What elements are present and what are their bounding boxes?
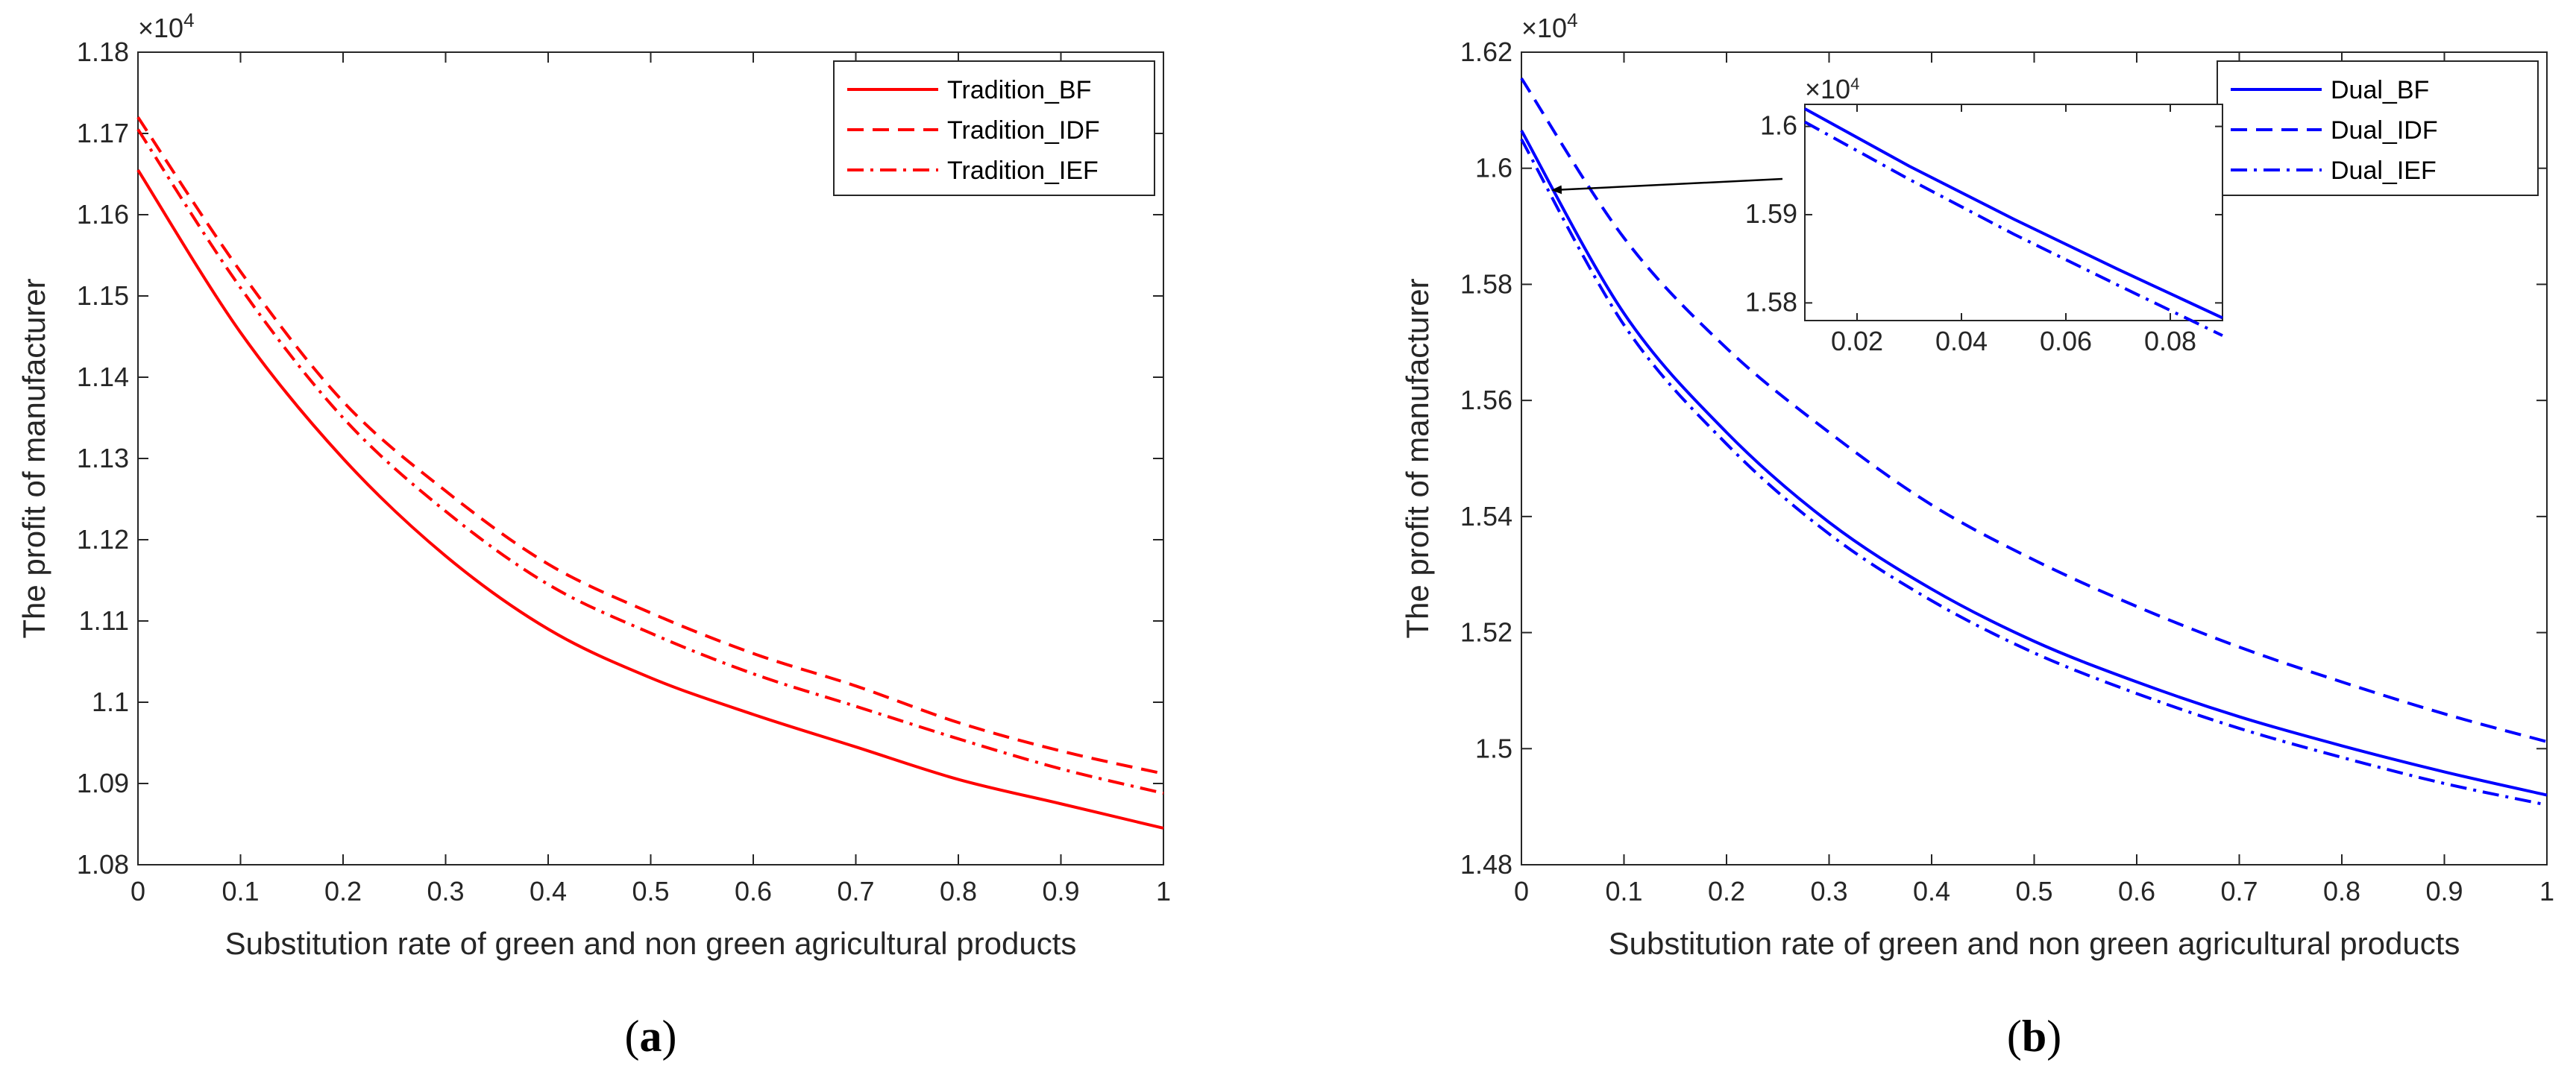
x-tick-label: 0.9: [2425, 876, 2463, 906]
x-tick-label: 0.5: [2015, 876, 2052, 906]
legend-entry: Tradition_IDF: [947, 116, 1100, 145]
legend-entry: Dual_IDF: [2331, 116, 2438, 145]
y-tick-label: 1.14: [77, 362, 129, 392]
x-tick-label: 0.1: [1605, 876, 1642, 906]
inset-series-line-Dual_IEF: [1804, 120, 2223, 337]
x-tick-label: 0.1: [222, 876, 259, 906]
inset-plot-b: 0.02 0.04 0.06 0.08 1.58 1.59 1.6 ×104: [1745, 74, 2223, 356]
x-axis-label-b: Substitution rate of green and non green…: [1609, 926, 2460, 961]
inset-series-line-Dual_BF: [1804, 107, 2223, 320]
legend-entry: Dual_BF: [2331, 76, 2429, 104]
x-tick-label: 0.7: [2220, 876, 2258, 906]
x-tick-label: 0: [1514, 876, 1529, 906]
inset-x-tick-label: 0.02: [1831, 326, 1883, 356]
inset-x-tick-label: 0.06: [2040, 326, 2092, 356]
series-lines-a: [136, 116, 1164, 830]
inset-y-exponent: ×104: [1805, 74, 1859, 104]
inset-series-lines: [1804, 107, 2223, 337]
y-tick-label: 1.54: [1460, 501, 1512, 532]
x-tick-label: 0.3: [1810, 876, 1847, 906]
x-tick-label: 0.6: [735, 876, 772, 906]
y-tick-label: 1.6: [1475, 153, 1512, 183]
series-line-Tradition_IDF: [136, 116, 1164, 775]
y-tick-label: 1.12: [77, 524, 129, 555]
x-tick-label: 0.9: [1042, 876, 1079, 906]
legend-entry: Tradition_IEF: [947, 157, 1099, 185]
inset-x-tick-label: 0.08: [2144, 326, 2196, 356]
series-line-Dual_BF: [1520, 130, 2548, 797]
series-line-Dual_IDF: [1520, 77, 2548, 743]
y-exponent-a: ×104: [138, 9, 195, 43]
x-tick-label: 0.6: [2118, 876, 2155, 906]
y-tick-label: 1.15: [77, 280, 129, 311]
x-axis-label-a: Substitution rate of green and non green…: [225, 926, 1077, 961]
caption-b: (b): [2007, 1012, 2061, 1061]
caption-a: (a): [625, 1012, 677, 1061]
inset-x-tick-label: 0.04: [1935, 326, 1988, 356]
series-line-Tradition_BF: [136, 168, 1164, 830]
y-tick-label: 1.11: [79, 605, 129, 636]
x-tick-label: 0.5: [632, 876, 669, 906]
series-line-Tradition_IEF: [136, 128, 1164, 795]
y-axis-label-b: The profit of manufacturer: [1400, 278, 1435, 638]
inset-y-tick-label: 1.58: [1745, 286, 1797, 317]
legend-a: Tradition_BF Tradition_IDF Tradition_IEF: [833, 60, 1155, 196]
y-tick-label: 1.17: [77, 118, 129, 148]
x-tick-label: 0.8: [2323, 876, 2360, 906]
x-tick-label: 0.4: [530, 876, 567, 906]
y-axis-label-a: The profit of manufacturer: [16, 278, 51, 638]
series-lines-b: [1520, 77, 2548, 807]
x-tick-label: 1: [2539, 876, 2554, 906]
y-tick-label: 1.09: [77, 768, 129, 798]
x-tick-label: 0.4: [1913, 876, 1950, 906]
y-tick-label: 1.52: [1460, 617, 1512, 648]
ticks-a: 0 0.1 0.2 0.3 0.4 0.5 0.6 0.7 0.8 0.9 1 1.08 1.09 1.1…: [77, 37, 1171, 906]
x-tick-label: 0: [131, 876, 145, 906]
y-tick-label: 1.18: [77, 37, 129, 67]
legend-b: Dual_BF Dual_IDF Dual_IEF: [2217, 60, 2539, 196]
zoom-arrow: [1551, 177, 1783, 195]
y-tick-label: 1.62: [1460, 37, 1512, 67]
legend-entry: Tradition_BF: [947, 76, 1091, 104]
inset-y-tick-label: 1.59: [1745, 198, 1797, 229]
x-tick-label: 0.2: [1708, 876, 1745, 906]
y-tick-label: 1.16: [77, 199, 129, 230]
y-tick-label: 1.58: [1460, 268, 1512, 299]
x-tick-label: 0.3: [427, 876, 464, 906]
x-tick-label: 1: [1156, 876, 1171, 906]
x-tick-label: 0.2: [324, 876, 362, 906]
inset-ticks: 0.02 0.04 0.06 0.08 1.58 1.59 1.6: [1745, 104, 2222, 356]
y-tick-label: 1.08: [77, 849, 129, 880]
y-tick-label: 1.1: [92, 687, 129, 717]
inset-y-tick-label: 1.6: [1760, 110, 1797, 141]
chart-panel-b: 0 0.1 0.2 0.3 0.4 0.5 0.6 0.7 0.8 0.9 1 1.48 1.5 1.52…: [1400, 9, 2554, 1061]
y-tick-label: 1.56: [1460, 385, 1512, 415]
legend-entry: Dual_IEF: [2331, 157, 2437, 185]
x-tick-label: 0.8: [940, 876, 977, 906]
y-tick-label: 1.13: [77, 443, 129, 473]
ticks-b: 0 0.1 0.2 0.3 0.4 0.5 0.6 0.7 0.8 0.9 1 1.48 1.5 1.52…: [1460, 37, 2554, 906]
chart-panel-a: 0 0.1 0.2 0.3 0.4 0.5 0.6 0.7 0.8 0.9 1 1.08 1.09 1.1…: [16, 9, 1171, 1061]
x-tick-label: 0.7: [837, 876, 874, 906]
y-tick-label: 1.48: [1460, 849, 1512, 880]
y-tick-label: 1.5: [1475, 733, 1512, 763]
series-line-Dual_IEF: [1520, 138, 2548, 807]
y-exponent-b: ×104: [1521, 9, 1578, 43]
